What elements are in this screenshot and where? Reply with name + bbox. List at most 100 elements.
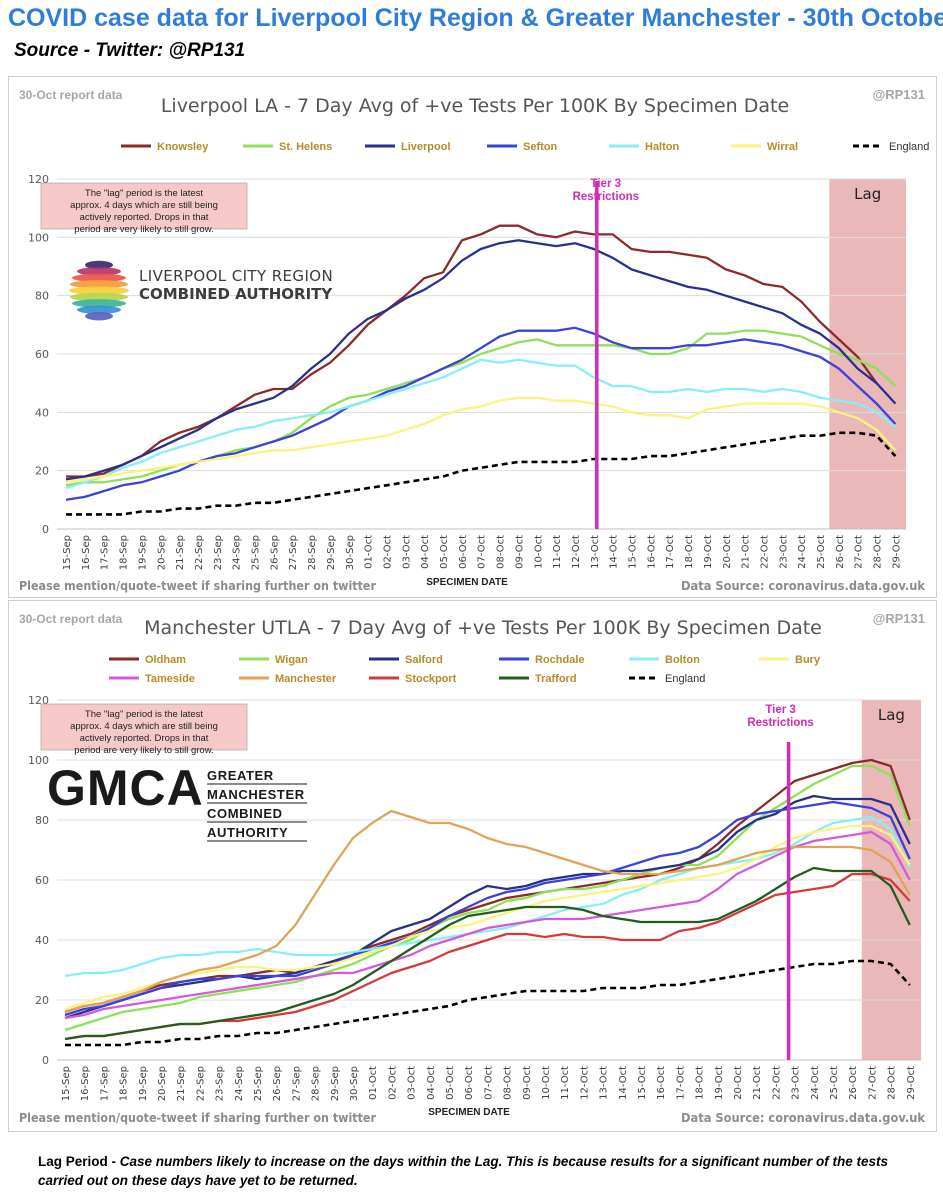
- x-tick-label-23-Sep: 23-Sep: [215, 1066, 226, 1101]
- x-tick-label-21-Oct: 21-Oct: [741, 535, 752, 569]
- lcr-logo-band: [70, 292, 128, 302]
- y-tick-label-60: 60: [35, 874, 49, 887]
- lcr-logo-band: [85, 312, 113, 321]
- x-tick-label-28-Sep: 28-Sep: [307, 535, 318, 570]
- series-line-salford: [64, 794, 911, 1020]
- x-tick-label-09-Oct: 09-Oct: [522, 1066, 533, 1100]
- gmca-logo-line: MANCHESTER: [207, 787, 305, 802]
- x-tick-label-27-Sep: 27-Sep: [288, 535, 299, 570]
- tier3-label-line: Tier 3: [765, 704, 795, 716]
- chart-title: Liverpool LA - 7 Day Avg of +ve Tests Pe…: [161, 95, 789, 117]
- x-tick-label-01-Oct: 01-Oct: [364, 535, 375, 569]
- legend-label-rochdale: Rochdale: [535, 654, 585, 666]
- gmca-logo-line: COMBINED: [207, 806, 283, 821]
- x-tick-label-18-Sep: 18-Sep: [119, 1066, 130, 1101]
- lcr-logo-band: [85, 260, 113, 270]
- x-tick-label-28-Oct: 28-Oct: [873, 535, 884, 569]
- lcr-logo-band: [70, 280, 128, 289]
- x-tick-label-22-Sep: 22-Sep: [194, 535, 205, 570]
- legend-label-salford: Salford: [405, 654, 443, 666]
- legend-label-stockport: Stockport: [405, 673, 457, 685]
- report-label: 30-Oct report data: [19, 88, 123, 102]
- series-line-england: [66, 431, 897, 516]
- y-tick-label-40: 40: [35, 934, 49, 947]
- x-tick-label-06-Oct: 06-Oct: [458, 535, 469, 569]
- lag-note-line: The "lag" period is the latest: [85, 188, 204, 199]
- credit-label: @RP131: [873, 87, 925, 102]
- gmca-logo-line: AUTHORITY: [207, 825, 288, 840]
- legend-label-halton: Halton: [645, 141, 680, 153]
- chart-liverpool: 30-Oct report data @RP131 Liverpool LA - 7…: [19, 87, 929, 593]
- y-tick-label-80: 80: [35, 290, 49, 303]
- lcr-logo-line2: COMBINED AUTHORITY: [139, 285, 333, 303]
- x-tick-label-22-Sep: 22-Sep: [195, 1066, 206, 1101]
- x-tick-label-17-Oct: 17-Oct: [665, 535, 676, 569]
- tier3-label-line: Tier 3: [591, 178, 621, 190]
- y-tick-label-0: 0: [42, 523, 49, 536]
- x-tick-label-15-Sep: 15-Sep: [62, 535, 73, 570]
- x-tick-label-01-Oct: 01-Oct: [368, 1066, 379, 1100]
- x-tick-label-28-Sep: 28-Sep: [311, 1066, 322, 1101]
- y-tick-label-60: 60: [35, 348, 49, 361]
- x-tick-label-14-Oct: 14-Oct: [618, 1066, 629, 1100]
- chart-manchester: 30-Oct report data @RP131 Manchester UTLA …: [19, 611, 926, 1125]
- x-tick-label-29-Oct: 29-Oct: [891, 535, 902, 569]
- lag-label: Lag: [854, 185, 881, 203]
- x-tick-label-13-Oct: 13-Oct: [590, 535, 601, 569]
- series-line-england: [65, 959, 911, 1047]
- x-tick-label-27-Oct: 27-Oct: [867, 1066, 878, 1100]
- legend-label-england: England: [665, 673, 705, 685]
- legend-label-tameside: Tameside: [145, 673, 195, 685]
- legend-label-wirral: Wirral: [767, 141, 798, 153]
- gmca-logo-mark: GMCA: [47, 760, 204, 816]
- y-tick-label-100: 100: [28, 231, 49, 244]
- chart-title: Manchester UTLA - 7 Day Avg of +ve Tests…: [144, 617, 822, 639]
- lag-note-text: The "lag" period is the latest approx. 4 …: [70, 188, 218, 235]
- x-tick-label-19-Sep: 19-Sep: [138, 1066, 149, 1101]
- legend-label-manchester: Manchester: [275, 673, 337, 685]
- x-tick-label-25-Oct: 25-Oct: [816, 535, 827, 569]
- x-tick-label-08-Oct: 08-Oct: [496, 535, 507, 569]
- lcr-logo: [69, 260, 129, 321]
- x-tick-label-03-Oct: 03-Oct: [407, 1066, 418, 1100]
- lcr-logo-band: [72, 273, 126, 282]
- series-line-bolton: [64, 815, 911, 978]
- tier3-label-line: Restrictions: [747, 717, 813, 729]
- x-tick-label-20-Oct: 20-Oct: [722, 535, 733, 569]
- x-tick-label-19-Sep: 19-Sep: [137, 535, 148, 570]
- x-tick-label-24-Sep: 24-Sep: [234, 1066, 245, 1101]
- x-tick-label-11-Oct: 11-Oct: [560, 1066, 571, 1100]
- tier3-marker-label: Tier 3 Restrictions: [573, 178, 639, 203]
- lag-note-line: approx. 4 days which are still being: [70, 721, 218, 732]
- x-tick-label-08-Oct: 08-Oct: [503, 1066, 514, 1100]
- x-tick-label-05-Oct: 05-Oct: [445, 1066, 456, 1100]
- x-axis-label: SPECIMEN DATE: [428, 1107, 510, 1118]
- x-tick-label-09-Oct: 09-Oct: [514, 535, 525, 569]
- legend-label-trafford: Trafford: [535, 673, 577, 685]
- x-tick-label-28-Oct: 28-Oct: [887, 1066, 898, 1100]
- footer-left: Please mention/quote-tweet if sharing fu…: [19, 1110, 377, 1125]
- legend-label-sefton: Sefton: [523, 141, 558, 153]
- x-tick-label-29-Sep: 29-Sep: [330, 1066, 341, 1101]
- x-tick-label-30-Sep: 30-Sep: [349, 1066, 360, 1101]
- x-tick-label-10-Oct: 10-Oct: [541, 1066, 552, 1100]
- lag-label: Lag: [878, 706, 905, 724]
- x-tick-label-27-Sep: 27-Sep: [291, 1066, 302, 1101]
- lag-note-line: approx. 4 days which are still being: [70, 200, 218, 211]
- x-tick-label-27-Oct: 27-Oct: [854, 535, 865, 569]
- x-tick-label-24-Oct: 24-Oct: [810, 1066, 821, 1100]
- x-tick-label-15-Sep: 15-Sep: [61, 1066, 72, 1101]
- x-tick-label-07-Oct: 07-Oct: [477, 535, 488, 569]
- series-line-liverpool: [65, 239, 897, 481]
- x-tick-label-20-Sep: 20-Sep: [156, 535, 167, 570]
- x-tick-label-02-Oct: 02-Oct: [382, 535, 393, 569]
- x-tick-label-22-Oct: 22-Oct: [759, 535, 770, 569]
- x-tick-label-11-Oct: 11-Oct: [552, 535, 563, 569]
- x-tick-label-26-Oct: 26-Oct: [835, 535, 846, 569]
- lcr-logo-band: [77, 305, 121, 314]
- legend-label-england: England: [889, 141, 929, 153]
- x-tick-label-18-Sep: 18-Sep: [119, 535, 130, 570]
- x-tick-label-26-Sep: 26-Sep: [269, 535, 280, 570]
- x-tick-label-22-Oct: 22-Oct: [771, 1066, 782, 1100]
- x-tick-label-20-Oct: 20-Oct: [733, 1066, 744, 1100]
